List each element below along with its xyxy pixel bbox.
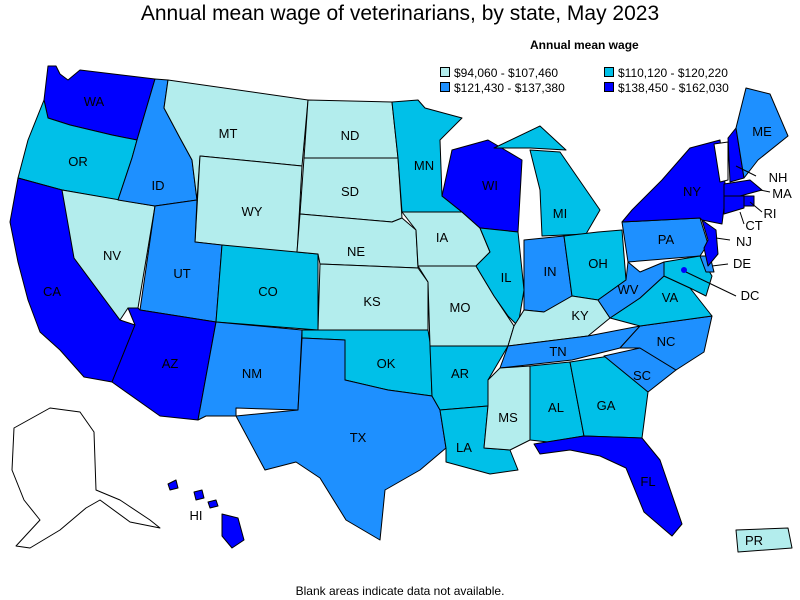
label-SD: SD	[341, 184, 359, 199]
map-title: Annual mean wage of veterinarians, by st…	[140, 2, 660, 25]
state-MA[interactable]	[723, 179, 763, 197]
legend-swatch-3	[440, 82, 450, 92]
legend-label-2: $110,120 - $120,220	[618, 66, 728, 80]
label-KS: KS	[363, 294, 381, 309]
state-AK[interactable]	[11, 407, 161, 549]
label-PA: PA	[658, 232, 675, 247]
label-WA: WA	[84, 94, 105, 109]
state-ME[interactable]	[735, 87, 789, 179]
label-NH: NH	[769, 170, 788, 185]
label-DE: DE	[733, 256, 751, 271]
label-WI: WI	[482, 178, 498, 193]
legend-item-3: $121,430 - $137,380	[440, 81, 565, 95]
label-LA: LA	[456, 440, 472, 455]
label-MN: MN	[414, 158, 434, 173]
label-MO: MO	[450, 300, 471, 315]
label-FL: FL	[640, 474, 655, 489]
label-VA: VA	[662, 290, 679, 305]
state-IL[interactable]	[475, 227, 525, 327]
state-labels: WA OR CA NV ID MT WY UT CO AZ NM ND SD N…	[43, 94, 792, 548]
label-TN: TN	[549, 344, 566, 359]
label-NE: NE	[347, 244, 365, 259]
state-NY[interactable]	[621, 139, 727, 225]
legend-swatch-4	[604, 82, 614, 92]
state-HI[interactable]	[167, 479, 245, 549]
label-MI: MI	[553, 206, 567, 221]
label-MS: MS	[498, 410, 518, 425]
state-PR[interactable]	[735, 527, 793, 553]
label-DC: DC	[741, 288, 760, 303]
state-FL[interactable]	[533, 435, 683, 537]
state-NJ[interactable]	[701, 219, 719, 267]
state-DC[interactable]	[681, 267, 687, 273]
leader-lines	[685, 165, 771, 297]
label-CO: CO	[258, 284, 278, 299]
label-SC: SC	[633, 368, 651, 383]
state-TX[interactable]	[235, 337, 447, 541]
legend-label-4: $138,450 - $162,030	[618, 81, 729, 95]
label-PR: PR	[745, 533, 763, 548]
label-NV: NV	[103, 248, 121, 263]
label-ME: ME	[752, 124, 772, 139]
label-AR: AR	[451, 366, 469, 381]
label-MA: MA	[772, 186, 792, 201]
label-NC: NC	[657, 334, 676, 349]
label-WY: WY	[242, 204, 263, 219]
legend-item-2: $110,120 - $120,220	[604, 66, 728, 80]
label-GA: GA	[597, 398, 616, 413]
state-MN[interactable]	[391, 99, 463, 213]
legend-swatch-2	[604, 67, 614, 77]
label-NM: NM	[242, 366, 262, 381]
label-NY: NY	[683, 184, 701, 199]
label-IL: IL	[501, 270, 512, 285]
label-ND: ND	[341, 128, 360, 143]
legend-item-1: $94,060 - $107,460	[440, 66, 558, 80]
state-CT[interactable]	[723, 195, 745, 215]
footnote: Blank areas indicate data not available.	[295, 584, 505, 598]
label-WV: WV	[618, 282, 639, 297]
label-TX: TX	[350, 430, 367, 445]
label-CA: CA	[43, 284, 61, 299]
legend-item-4: $138,450 - $162,030	[604, 81, 729, 95]
legend-label-3: $121,430 - $137,380	[454, 81, 565, 95]
label-OK: OK	[377, 356, 396, 371]
label-OR: OR	[68, 154, 88, 169]
state-KS[interactable]	[317, 263, 429, 331]
label-IN: IN	[544, 264, 557, 279]
label-ID: ID	[152, 178, 165, 193]
label-RI: RI	[764, 206, 777, 221]
legend-title: Annual mean wage	[530, 38, 639, 52]
label-IA: IA	[436, 230, 449, 245]
legend-swatch-1	[440, 67, 450, 77]
label-NJ: NJ	[736, 234, 752, 249]
label-HI: HI	[190, 508, 203, 523]
label-UT: UT	[173, 266, 190, 281]
legend-label-1: $94,060 - $107,460	[454, 66, 559, 80]
label-CT: CT	[745, 218, 762, 233]
label-MT: MT	[219, 126, 238, 141]
label-KY: KY	[571, 308, 589, 323]
state-MS[interactable]	[483, 365, 531, 451]
state-VT[interactable]	[713, 141, 729, 183]
label-OH: OH	[588, 256, 608, 271]
label-AL: AL	[548, 400, 564, 415]
label-AZ: AZ	[162, 356, 179, 371]
